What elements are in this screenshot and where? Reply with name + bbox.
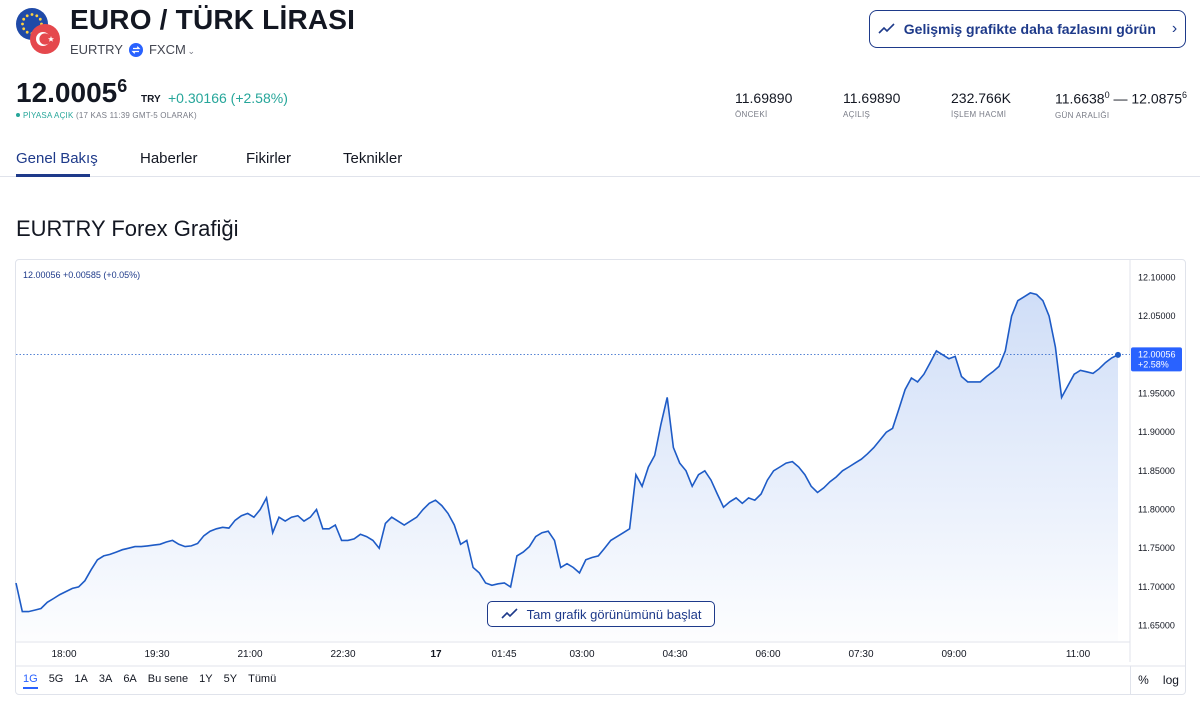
swap-icon	[128, 42, 143, 57]
tab-technicals[interactable]: Teknikler	[343, 150, 403, 167]
chart-line-icon	[500, 608, 518, 619]
y-tick-label: 11.85000	[1138, 466, 1175, 476]
last-price: 12.00056	[16, 76, 128, 108]
last-price-tag-change: +2.58%	[1138, 359, 1169, 369]
advanced-chart-label: Gelişmiş grafikte daha fazlasını görün	[903, 21, 1156, 37]
x-tick-label: 06:00	[755, 649, 780, 660]
last-price-tag: 12.00056+2.58%	[1131, 347, 1182, 372]
range-3m[interactable]: 3A	[98, 673, 113, 685]
price-change: +0.30166 (+2.58%)	[168, 90, 288, 106]
symbol-ticker: EURTRY	[70, 42, 123, 57]
range-1m[interactable]: 1A	[74, 673, 88, 685]
tab-bar: Genel Bakış Haberler Fikirler Teknikler	[0, 138, 1200, 177]
x-tick-label: 01:45	[491, 649, 516, 660]
x-tick-label: 22:30	[330, 649, 355, 660]
tab-ideas[interactable]: Fikirler	[246, 150, 291, 167]
y-tick-label: 11.90000	[1138, 427, 1175, 437]
symbol-row: EURTRY FXCM ⌄	[70, 42, 195, 57]
last-price-tag-value: 12.00056	[1138, 349, 1176, 359]
full-chart-label: Tam grafik görünümünü başlat	[526, 606, 702, 622]
x-tick-label: 04:30	[662, 649, 687, 660]
x-tick-label: 17	[430, 649, 442, 660]
y-tick-label: 12.10000	[1138, 272, 1176, 282]
scale-tools: % log	[1130, 666, 1186, 694]
x-tick-label: 07:30	[848, 649, 873, 660]
exchange-selector[interactable]: FXCM ⌄	[148, 42, 195, 57]
stat-volume: 232.766K İŞLEM HACMİ	[951, 90, 1011, 119]
range-6m[interactable]: 6A	[123, 673, 137, 685]
y-tick-label: 11.80000	[1138, 505, 1175, 515]
full-chart-button[interactable]: Tam grafik görünümünü başlat	[487, 601, 715, 627]
y-tick-label: 11.70000	[1138, 582, 1175, 592]
turkey-flag-icon	[30, 24, 60, 54]
range-selector: 1G 5G 1A 3A 6A Bu sene 1Y 5Y Tümü	[23, 673, 287, 689]
y-tick-label: 11.95000	[1138, 388, 1175, 398]
range-1d[interactable]: 1G	[23, 673, 38, 689]
y-tick-label: 11.65000	[1138, 621, 1175, 631]
market-status: PİYASA AÇIK (17 KAS 11:39 GMT-5 OLARAK)	[16, 111, 197, 120]
symbol-logo	[16, 8, 62, 54]
page-title: EURO / TÜRK LİRASI	[70, 4, 356, 35]
price-currency: TRY	[141, 94, 161, 105]
range-all[interactable]: Tümü	[248, 673, 277, 685]
tab-news[interactable]: Haberler	[140, 150, 198, 167]
x-tick-label: 03:00	[569, 649, 594, 660]
x-tick-label: 21:00	[237, 649, 262, 660]
tab-overview[interactable]: Genel Bakış	[16, 150, 98, 167]
chart-line-icon	[878, 23, 895, 34]
range-5d[interactable]: 5G	[48, 673, 64, 685]
chart-container[interactable]	[15, 259, 1186, 695]
last-price-dot	[1115, 351, 1121, 358]
x-tick-label: 11:00	[1066, 649, 1091, 660]
log-scale-toggle[interactable]: log	[1162, 673, 1179, 687]
chevron-down-icon: ⌄	[187, 46, 195, 56]
stat-open: 11.69890 AÇILIŞ	[843, 90, 901, 119]
chevron-right-icon: ›	[1171, 20, 1178, 37]
chart-legend: 12.00056 +0.00585 (+0.05%)	[23, 270, 141, 280]
range-ytd[interactable]: Bu sene	[147, 673, 189, 685]
range-1y[interactable]: 1Y	[199, 673, 213, 685]
range-5y[interactable]: 5Y	[223, 673, 238, 685]
percent-scale-toggle[interactable]: %	[1138, 673, 1149, 687]
price-area	[16, 292, 1118, 641]
x-tick-label: 19:30	[144, 649, 169, 660]
advanced-chart-button[interactable]: Gelişmiş grafikte daha fazlasını görün ›	[869, 10, 1186, 48]
stat-day-range: 11.66380 — 12.08756 GÜN ARALIĞI	[1055, 90, 1187, 120]
active-tab-indicator	[16, 174, 90, 177]
x-tick-label: 09:00	[941, 649, 966, 660]
status-dot-icon	[16, 113, 20, 117]
y-tick-label: 11.75000	[1138, 543, 1175, 553]
stat-previous: 11.69890 ÖNCEKİ	[735, 90, 793, 119]
price-line	[15, 292, 1119, 613]
y-tick-label: 12.05000	[1138, 311, 1176, 321]
section-title: EURTRY Forex Grafiği	[16, 216, 239, 241]
last-price-tag-bg	[1131, 347, 1182, 372]
x-tick-label: 18:00	[51, 649, 76, 660]
